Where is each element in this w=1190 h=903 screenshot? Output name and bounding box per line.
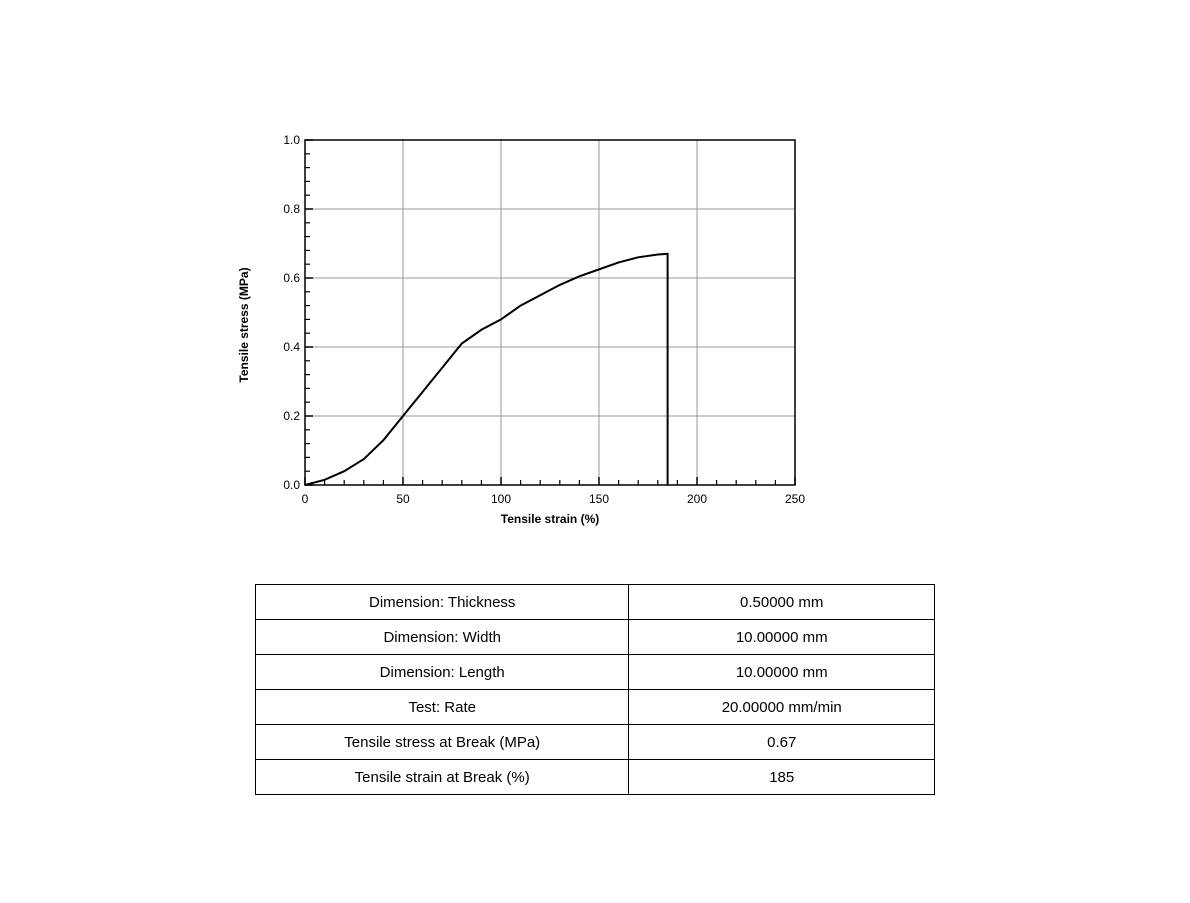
x-axis-label: Tensile strain (%) [501, 512, 599, 526]
y-tick: 0.8 [283, 202, 300, 216]
x-tick: 250 [785, 492, 805, 506]
table-row: Dimension: Width10.00000 mm [256, 620, 935, 655]
y-tick: 0.0 [283, 478, 300, 492]
table-cell-value: 20.00000 mm/min [629, 690, 935, 725]
y-tick: 0.4 [283, 340, 300, 354]
y-axis-label: Tensile stress (MPa) [237, 267, 251, 382]
table-cell-label: Test: Rate [256, 690, 629, 725]
table-row: Dimension: Thickness0.50000 mm [256, 585, 935, 620]
table-cell-label: Dimension: Width [256, 620, 629, 655]
table-row: Dimension: Length10.00000 mm [256, 655, 935, 690]
table-cell-value: 185 [629, 760, 935, 795]
x-tick: 0 [302, 492, 309, 506]
page-root: Tensile stress (MPa) Tensile strain (%) … [0, 0, 1190, 903]
table-cell-value: 10.00000 mm [629, 655, 935, 690]
x-tick: 100 [491, 492, 511, 506]
results-table-wrap: Dimension: Thickness0.50000 mmDimension:… [255, 584, 935, 795]
table-cell-label: Dimension: Thickness [256, 585, 629, 620]
table-cell-label: Tensile stress at Break (MPa) [256, 725, 629, 760]
tensile-chart: Tensile stress (MPa) Tensile strain (%) … [250, 130, 830, 530]
y-tick: 0.2 [283, 409, 300, 423]
results-table: Dimension: Thickness0.50000 mmDimension:… [255, 584, 935, 795]
y-tick: 1.0 [283, 133, 300, 147]
table-cell-label: Dimension: Length [256, 655, 629, 690]
x-tick: 50 [396, 492, 409, 506]
table-cell-value: 0.50000 mm [629, 585, 935, 620]
table-row: Tensile strain at Break (%)185 [256, 760, 935, 795]
table-row: Tensile stress at Break (MPa)0.67 [256, 725, 935, 760]
x-tick: 200 [687, 492, 707, 506]
table-cell-label: Tensile strain at Break (%) [256, 760, 629, 795]
table-cell-value: 10.00000 mm [629, 620, 935, 655]
y-tick: 0.6 [283, 271, 300, 285]
x-tick: 150 [589, 492, 609, 506]
table-row: Test: Rate20.00000 mm/min [256, 690, 935, 725]
chart-svg [250, 130, 830, 530]
table-cell-value: 0.67 [629, 725, 935, 760]
